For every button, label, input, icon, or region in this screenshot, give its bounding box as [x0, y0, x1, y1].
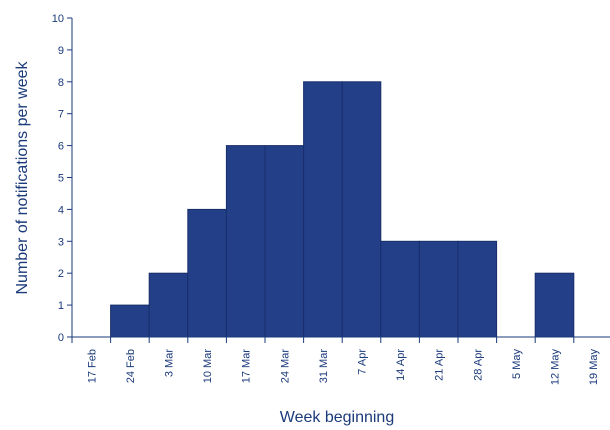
x-tick-label: 7 Apr — [357, 349, 369, 375]
y-tick-label: 7 — [58, 109, 64, 121]
bar-3 — [187, 208, 227, 338]
y-tick-label: 8 — [58, 77, 64, 89]
y-tick-label: 1 — [58, 300, 64, 312]
x-tick-label: 3 Mar — [164, 349, 176, 377]
y-tick-label: 5 — [58, 173, 64, 185]
bar-9 — [418, 240, 459, 338]
y-tick-label: 2 — [58, 268, 64, 280]
x-axis: 17 Feb 24 Feb 3 Mar 10 Mar 17 Mar 24 Mar 31 Ma… — [71, 336, 610, 386]
x-tick-label: 5 May — [511, 349, 523, 379]
x-tick-label: 21 Apr — [434, 349, 446, 381]
y-tick-label: 4 — [58, 204, 64, 216]
bar-8 — [380, 240, 420, 338]
y-tick-label: 9 — [58, 45, 64, 57]
x-tick-label: 31 Mar — [318, 349, 330, 384]
bar-12 — [534, 272, 575, 338]
y-tick-label: 3 — [58, 236, 64, 248]
y-axis: 0 1 2 3 4 5 6 7 8 9 10 — [52, 13, 73, 344]
x-tick-label: 12 May — [550, 349, 562, 386]
x-tick-label: 28 Apr — [472, 349, 484, 381]
x-tick-label: 17 Feb — [86, 349, 98, 383]
x-tick-label: 10 Mar — [202, 349, 214, 384]
x-tick-label: 14 Apr — [395, 349, 407, 381]
x-axis-title: Week beginning — [280, 409, 394, 426]
bar-7 — [341, 81, 382, 338]
bar-4 — [225, 145, 266, 338]
x-tick-label: 24 Mar — [279, 349, 291, 384]
bars-group — [110, 81, 575, 338]
y-tick-label: 10 — [52, 13, 64, 25]
bar-10 — [457, 240, 498, 338]
bar-2 — [148, 272, 189, 338]
y-axis-title: Number of notifications per week — [14, 61, 31, 295]
bar-1 — [110, 304, 150, 338]
y-tick-label: 0 — [58, 332, 64, 344]
x-tick-label: 24 Feb — [125, 349, 137, 383]
x-tick-label: 17 Mar — [241, 349, 253, 384]
bar-6 — [303, 81, 343, 338]
bar-5 — [264, 145, 305, 338]
x-tick-label: 19 May — [588, 349, 600, 386]
y-tick-label: 6 — [58, 141, 64, 153]
